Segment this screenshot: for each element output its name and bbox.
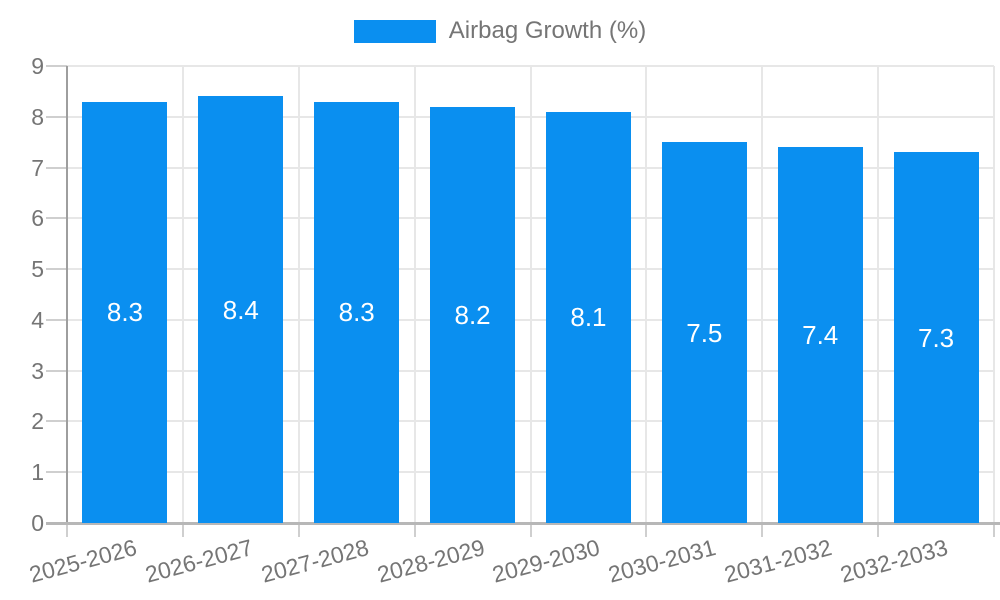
legend: Airbag Growth (%) [0,18,1000,44]
x-axis-label: 2032-2033 [837,534,951,588]
bar-value-label: 8.4 [222,294,259,325]
bar[interactable] [661,142,747,523]
y-axis-tick-label: 9 [31,53,44,79]
bar[interactable] [777,147,863,523]
bar[interactable] [82,101,168,523]
bar-value-label: 8.2 [454,299,491,330]
x-axis-label: 2031-2032 [721,534,835,588]
x-axis-tick [181,523,184,537]
y-axis-tick [46,65,67,67]
bar[interactable] [893,152,979,523]
x-axis-label: 2025-2026 [26,534,140,588]
x-axis-tick [529,523,532,537]
y-axis-tick [46,115,67,118]
bar[interactable] [198,96,284,523]
y-axis-tick-label: 0 [31,510,44,536]
x-axis-tick [877,523,880,537]
x-axis-tick [761,523,764,537]
y-axis-tick [46,318,67,321]
bar-value-label: 8.1 [570,302,607,333]
x-axis-tick [993,523,995,537]
x-axis-label: 2029-2030 [489,534,603,588]
y-axis-tick [46,217,67,220]
gridline-vertical [877,66,880,523]
y-axis-tick [46,471,67,474]
gridline-vertical [297,66,300,523]
y-axis-tick-label: 7 [31,154,44,181]
x-axis-tick [645,523,648,537]
bar-value-label: 7.3 [917,322,955,353]
x-axis-label: 2028-2029 [374,534,488,588]
bar-value-label: 8.3 [106,297,144,328]
bar[interactable] [314,101,400,523]
x-axis-baseline [46,522,1000,525]
gridline-vertical [761,66,764,523]
y-axis-tick-label: 8 [31,103,44,130]
x-axis-tick [297,523,300,537]
y-axis-tick [46,268,67,271]
gridline-vertical [413,66,416,523]
bar-value-label: 8.3 [338,297,375,328]
gridline-vertical [181,66,184,523]
x-axis-tick [413,523,416,537]
bar-value-label: 7.5 [686,317,723,348]
x-axis-label: 2027-2028 [258,534,372,588]
y-axis-line [66,66,68,523]
x-axis-tick [66,523,68,537]
y-axis-tick-label: 4 [31,306,44,333]
y-axis-tick-label: 2 [31,408,44,435]
y-axis-tick-label: 1 [31,459,44,486]
x-axis-label: 2026-2027 [142,534,256,588]
legend-label: Airbag Growth (%) [448,17,647,44]
y-axis-tick [46,420,67,423]
bar[interactable] [545,111,631,523]
legend-swatch [353,19,436,43]
gridline-vertical [645,66,648,523]
y-axis-tick-label: 3 [31,357,44,384]
bar-value-label: 7.4 [802,320,839,351]
y-axis-tick-label: 5 [31,256,44,283]
y-axis-tick [46,166,67,169]
x-axis-label: 2030-2031 [605,534,719,588]
y-axis-tick-label: 6 [31,205,44,232]
gridline-vertical [529,66,532,523]
y-axis-tick [46,369,67,372]
gridline-vertical [993,66,995,523]
bar[interactable] [430,106,516,523]
